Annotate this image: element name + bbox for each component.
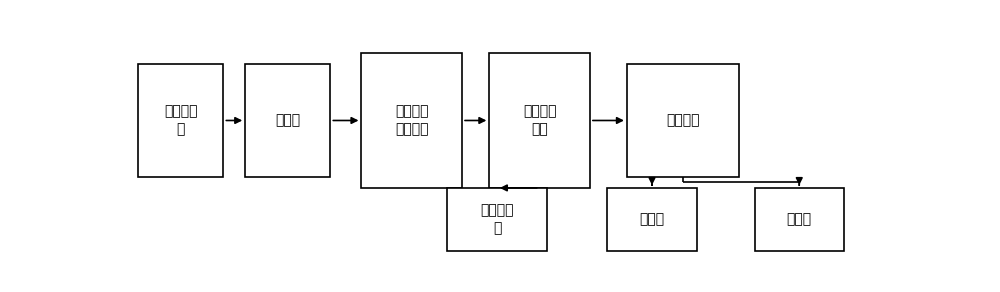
Text: 回收碱: 回收碱 (787, 212, 812, 226)
Text: 蒸发干燥: 蒸发干燥 (666, 114, 700, 128)
Bar (245, 64, 330, 177)
Bar (361, 53, 462, 188)
Bar (138, 64, 223, 177)
Text: 微处理: 微处理 (275, 114, 300, 128)
Text: 热交换降
温: 热交换降 温 (164, 104, 198, 137)
Text: 膜预浓缩
处理: 膜预浓缩 处理 (523, 104, 556, 137)
Text: 凝结水: 凝结水 (639, 212, 665, 226)
Bar (607, 188, 697, 251)
Bar (489, 53, 590, 188)
Text: 透过水回
用: 透过水回 用 (480, 203, 514, 236)
Bar (447, 188, 547, 251)
Text: 浸没式超
滤预处理: 浸没式超 滤预处理 (395, 104, 428, 137)
Bar (755, 188, 844, 251)
Bar (627, 64, 739, 177)
